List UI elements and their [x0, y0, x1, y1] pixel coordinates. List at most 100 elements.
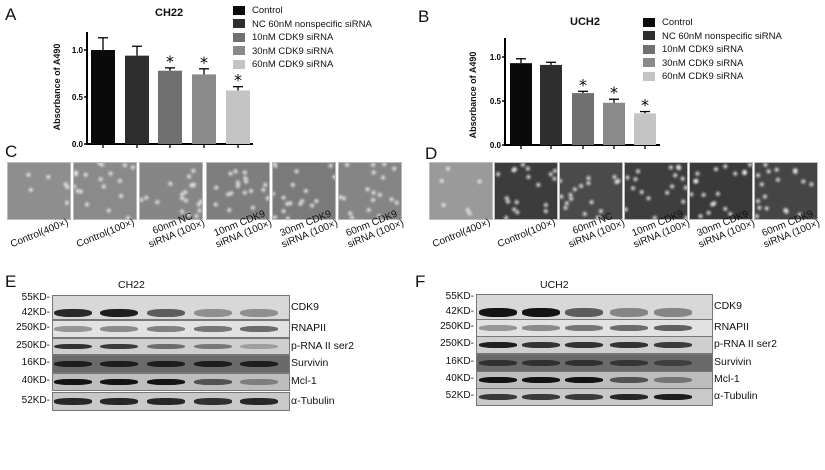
protein-band	[240, 325, 278, 333]
legend-swatch	[233, 5, 245, 15]
legend-swatch	[643, 58, 655, 68]
legend-label: 30nM CDK9 siRNA	[252, 45, 334, 57]
protein-band	[654, 308, 692, 318]
molecular-weight-marker: 40KD-	[21, 375, 50, 386]
protein-label: Survivin	[291, 357, 329, 369]
micrograph-image	[689, 162, 753, 220]
micrograph-label-line: Control(100×)	[496, 216, 558, 251]
micrograph-image	[338, 162, 402, 220]
micrograph-image	[272, 162, 336, 220]
protein-band	[479, 393, 517, 401]
protein-band	[100, 308, 138, 318]
protein-band	[54, 360, 92, 368]
bar	[91, 50, 115, 144]
legend-item: 30nM CDK9 siRNA	[643, 58, 743, 70]
protein-band	[194, 325, 232, 333]
y-tick-label: 0.0	[72, 140, 84, 149]
blot-row-rnapii	[52, 320, 290, 338]
molecular-weight-marker: 250KD-	[440, 321, 474, 332]
protein-band	[565, 341, 603, 349]
legend-swatch	[643, 31, 655, 41]
protein-band	[54, 308, 92, 318]
protein-band	[610, 308, 648, 318]
legend-item: Control	[233, 5, 283, 17]
micrograph-image	[494, 162, 558, 220]
significance-marker: *	[610, 83, 618, 102]
protein-band	[240, 343, 278, 350]
protein-band	[194, 360, 232, 368]
protein-band	[479, 341, 517, 349]
protein-band	[54, 398, 92, 405]
protein-band	[147, 398, 185, 405]
protein-band	[54, 343, 92, 350]
micrograph-image	[206, 162, 270, 220]
protein-label: p-RNA II ser2	[291, 339, 355, 352]
protein-label: CDK9	[714, 300, 743, 312]
protein-band	[522, 308, 560, 318]
molecular-weight-marker: 40KD-	[445, 373, 474, 384]
blot-row-mcl-1	[52, 373, 290, 391]
blot-row-p-rna-ii-ser2	[52, 338, 290, 355]
blot-row-cdk9	[52, 295, 290, 320]
blot-row-mcl-1	[476, 371, 713, 389]
micrograph-image	[7, 162, 71, 220]
blot-title-ch22: CH22	[118, 279, 145, 291]
molecular-weight-marker: 16KD-	[445, 356, 474, 367]
protein-band	[654, 376, 692, 384]
protein-label: RNAPII	[714, 321, 750, 333]
protein-band	[654, 324, 692, 332]
bar	[226, 90, 250, 144]
micrograph-label: Control(100×)	[496, 217, 557, 250]
protein-band	[147, 308, 185, 318]
molecular-weight-marker: 250KD-	[440, 338, 474, 349]
protein-band	[147, 378, 185, 386]
significance-marker: *	[234, 71, 242, 90]
protein-band	[565, 324, 603, 332]
micrograph-label-line: Control(100×)	[75, 216, 137, 251]
legend-swatch	[233, 59, 245, 69]
chart-plot-area: 0.0 0.5 1.0 * * *	[490, 38, 660, 150]
bar	[158, 70, 182, 144]
protein-band	[240, 378, 278, 386]
blot-row-cdk9	[476, 294, 713, 320]
micrograph-image	[73, 162, 137, 220]
legend-swatch	[643, 17, 655, 27]
y-tick-label: 0.0	[490, 141, 502, 150]
chart-plot-area: 0.0 0.5 1.0 * * *	[72, 32, 253, 149]
protein-label: p-RNA II ser2	[714, 338, 778, 350]
bar-chart-uch2: UCH2 Absorbance of A490 0.0 0.5 1.0 * * * Con…	[410, 0, 825, 150]
y-tick-label: 0.5	[72, 93, 84, 102]
legend-item: NC 60nM nonspecific siRNA	[233, 19, 372, 31]
bar	[603, 102, 625, 145]
molecular-weight-marker: 55KD-	[21, 292, 50, 303]
micrograph-label: Control(400×)	[9, 217, 70, 250]
protein-band	[522, 341, 560, 349]
molecular-weight-marker: 55KD-	[445, 291, 474, 302]
blot-row--tubulin	[476, 388, 713, 406]
protein-band	[654, 341, 692, 349]
protein-label: α-Tubulin	[714, 390, 758, 402]
blot-title-uch2: UCH2	[540, 279, 569, 291]
legend-label: Control	[252, 5, 283, 16]
micrograph-label: Control(400×)	[431, 217, 492, 250]
legend-label: NC 60nM nonspecific siRNA	[252, 18, 372, 30]
y-tick-label: 1.0	[72, 46, 84, 55]
protein-band	[565, 393, 603, 401]
legend-item: 10nM CDK9 siRNA	[643, 44, 743, 56]
protein-band	[610, 324, 648, 332]
legend-swatch	[643, 71, 655, 81]
significance-marker: *	[641, 96, 649, 115]
protein-band	[147, 343, 185, 350]
protein-band	[654, 393, 692, 401]
legend-label: 10nM CDK9 siRNA	[252, 32, 334, 43]
protein-band	[100, 325, 138, 333]
micrograph-image	[429, 162, 493, 220]
panel-letter-a: A	[5, 5, 17, 24]
protein-band	[100, 343, 138, 350]
protein-band	[522, 393, 560, 401]
molecular-weight-marker: 250KD-	[16, 322, 50, 333]
protein-band	[610, 376, 648, 384]
molecular-weight-marker: 42KD-	[21, 307, 50, 318]
bar	[540, 64, 562, 145]
protein-band	[240, 398, 278, 405]
